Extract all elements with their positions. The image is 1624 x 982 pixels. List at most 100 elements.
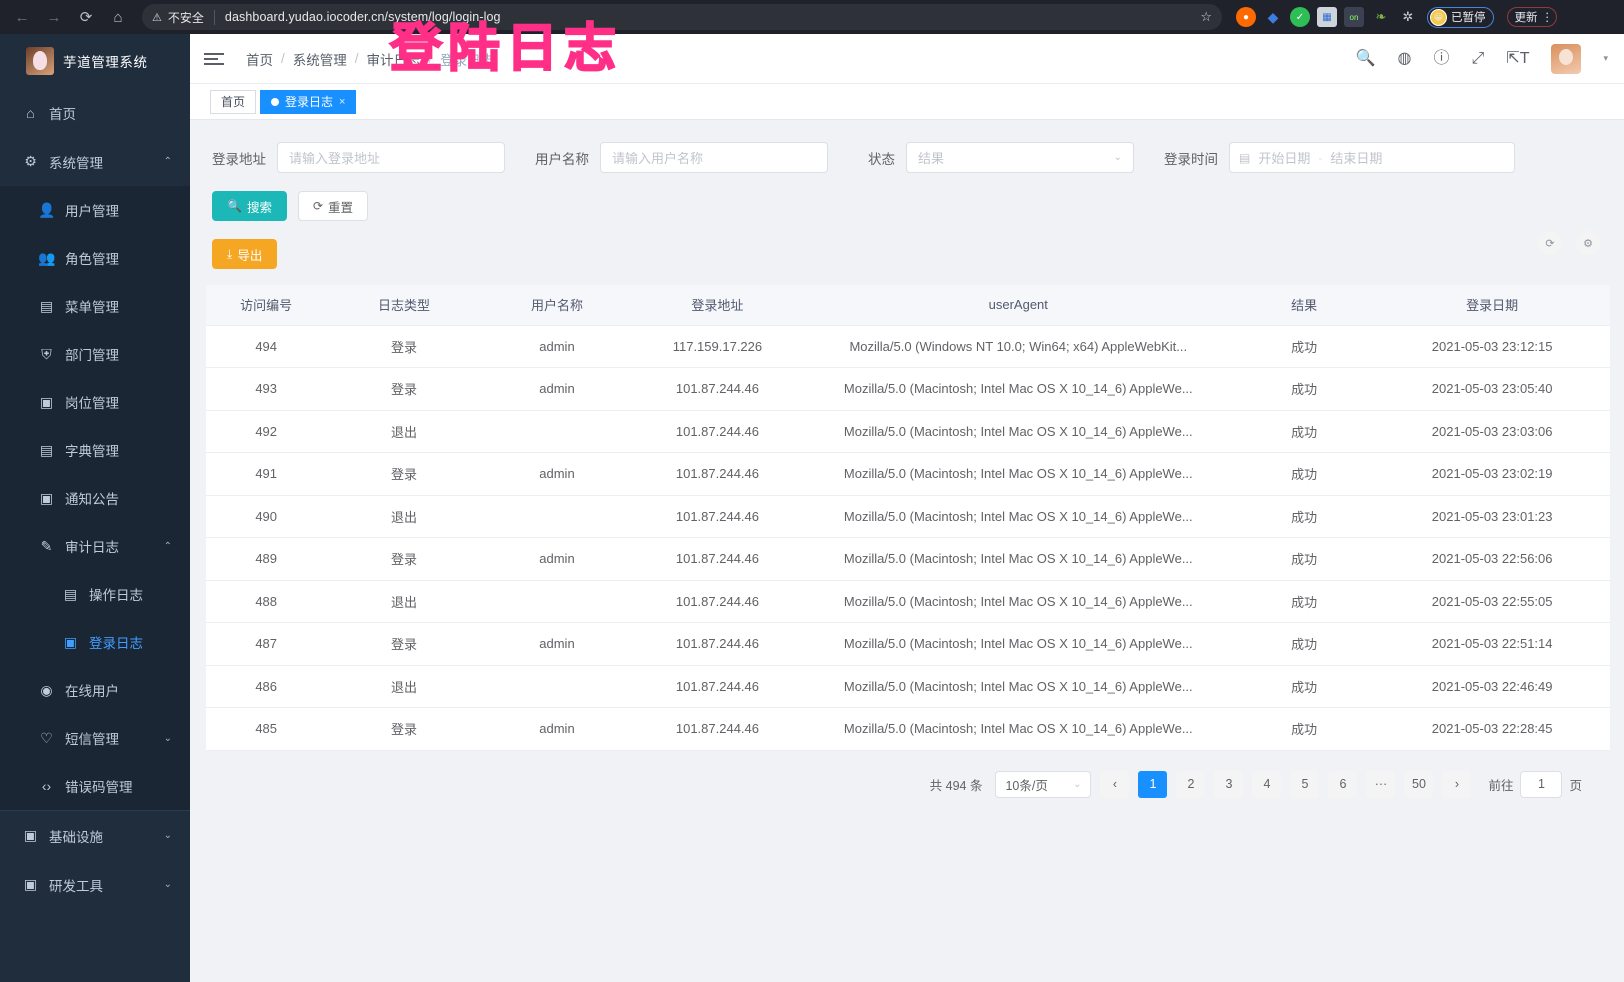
extension-icon-on-badge[interactable]: on	[1344, 7, 1364, 27]
column-header-id[interactable]: 访问编号	[206, 285, 327, 326]
table-row[interactable]: 489 登录 admin 101.87.244.46 Mozilla/5.0 (…	[206, 537, 1610, 581]
status-select[interactable]: 结果 ⌄	[906, 142, 1134, 173]
table-row[interactable]: 485 登录 admin 101.87.244.46 Mozilla/5.0 (…	[206, 707, 1610, 751]
close-icon[interactable]: ×	[339, 95, 346, 108]
jump-suffix-label: 页	[1569, 778, 1582, 793]
export-button[interactable]: ⤓ 导出	[212, 239, 278, 269]
extension-icon-leaf[interactable]: ❧	[1375, 9, 1387, 24]
column-header-date[interactable]: 登录日期	[1374, 285, 1610, 326]
table-row[interactable]: 491 登录 admin 101.87.244.46 Mozilla/5.0 (…	[206, 452, 1610, 496]
sidebar-item-post-mgmt[interactable]: ▣ 岗位管理	[0, 378, 190, 426]
github-icon[interactable]: ◍	[1397, 49, 1412, 67]
start-date-input[interactable]: 开始日期	[1258, 151, 1311, 166]
column-header-type[interactable]: 日志类型	[326, 285, 482, 326]
table-row[interactable]: 486 退出 101.87.244.46 Mozilla/5.0 (Macint…	[206, 665, 1610, 708]
login-addr-input[interactable]: 请输入登录地址	[277, 142, 505, 173]
sidebar-item-audit-log[interactable]: ✎ 审计日志 ⌃	[0, 522, 190, 570]
update-button[interactable]: 更新 ⋮	[1506, 7, 1557, 27]
pagination-page-1[interactable]: 1	[1138, 770, 1168, 798]
sidebar-item-menu-mgmt[interactable]: ▤ 菜单管理	[0, 282, 190, 330]
help-icon[interactable]: ⓘ	[1433, 49, 1450, 67]
chrome-menu-icon[interactable]: ⋮	[1541, 12, 1553, 24]
reset-button[interactable]: ⟳ 重置	[297, 191, 369, 221]
cell-result: 成功	[1233, 707, 1375, 751]
pagination-page-5[interactable]: 5	[1290, 770, 1320, 798]
pagination-next[interactable]: ›	[1442, 770, 1472, 798]
breadcrumb-item-home[interactable]: 首页	[246, 52, 273, 68]
reload-icon[interactable]: ⟳	[79, 9, 93, 26]
login-time-range-picker[interactable]: ▤ 开始日期 - 结束日期	[1229, 142, 1515, 173]
tab-label: 首页	[221, 95, 246, 109]
sidebar-item-role-mgmt[interactable]: 👥 角色管理	[0, 234, 190, 282]
forward-icon[interactable]: →	[46, 8, 62, 26]
address-bar[interactable]: ⚠ 不安全 dashboard.yudao.iocoder.cn/system/…	[142, 4, 1222, 30]
chevron-up-icon[interactable]: ⌃	[163, 540, 172, 552]
sidebar-item-online-user[interactable]: ◉ 在线用户	[0, 666, 190, 714]
tab-home[interactable]: 首页	[210, 89, 257, 114]
chevron-up-icon[interactable]: ⌃	[163, 156, 172, 167]
table-row[interactable]: 488 退出 101.87.244.46 Mozilla/5.0 (Macint…	[206, 580, 1610, 623]
chevron-down-icon[interactable]: ⌄	[163, 830, 172, 841]
extension-icon-orange[interactable]: ●	[1236, 7, 1256, 27]
column-header-user[interactable]: 用户名称	[481, 285, 633, 326]
breadcrumb-item-system[interactable]: 系统管理	[292, 52, 347, 68]
sidebar-item-error-code[interactable]: ‹› 错误码管理	[0, 762, 190, 810]
sidebar-item-operation-log[interactable]: ▤ 操作日志	[0, 570, 190, 618]
sidebar-item-user-mgmt[interactable]: 👤 用户管理	[0, 186, 190, 234]
pagination-prev[interactable]: ‹	[1100, 770, 1130, 798]
extension-icon-green[interactable]: ✓	[1290, 7, 1310, 27]
table-row[interactable]: 490 退出 101.87.244.46 Mozilla/5.0 (Macint…	[206, 495, 1610, 538]
extension-icon-blue-dot[interactable]: ▦	[1317, 7, 1337, 27]
table-row[interactable]: 493 登录 admin 101.87.244.46 Mozilla/5.0 (…	[206, 367, 1610, 411]
paused-badge[interactable]: 😀 已暂停	[1427, 6, 1494, 28]
fullscreen-icon[interactable]: ⤢	[1471, 49, 1485, 67]
cell-result: 成功	[1233, 410, 1375, 453]
home-icon[interactable]: ⌂	[113, 8, 123, 26]
pagination-ellipsis[interactable]: ···	[1366, 770, 1396, 798]
end-date-input[interactable]: 结束日期	[1330, 151, 1383, 166]
jump-page-input[interactable]: 1	[1520, 770, 1563, 798]
sidebar-item-dev-tools[interactable]: ▣ 研发工具 ⌄	[0, 860, 190, 909]
sidebar-item-home[interactable]: ⌂ 首页	[0, 88, 190, 137]
page-size-select[interactable]: 10条/页 ⌄	[995, 770, 1092, 798]
cell-id: 485	[206, 707, 327, 751]
sidebar-item-notice[interactable]: ▣ 通知公告	[0, 474, 190, 522]
sidebar-logo[interactable]: 芋道管理系统	[0, 34, 190, 88]
chevron-down-icon[interactable]: ⌄	[163, 879, 172, 890]
bookmark-star-icon[interactable]: ☆	[1200, 9, 1212, 24]
pagination-page-2[interactable]: 2	[1176, 770, 1206, 798]
table-row[interactable]: 492 退出 101.87.244.46 Mozilla/5.0 (Macint…	[206, 410, 1610, 453]
search-icon: 🔍	[227, 199, 242, 213]
pagination-page-6[interactable]: 6	[1328, 770, 1358, 798]
username-input[interactable]: 请输入用户名称	[600, 142, 828, 173]
search-icon[interactable]: 🔍	[1355, 49, 1376, 67]
search-button[interactable]: 🔍 搜索	[212, 191, 287, 221]
column-header-addr[interactable]: 登录地址	[632, 285, 803, 326]
sidebar-item-label: 操作日志	[89, 588, 143, 603]
refresh-icon[interactable]: ⟳	[1538, 231, 1562, 255]
extension-icon-puzzle[interactable]: ✲	[1402, 9, 1414, 24]
font-size-icon[interactable]: ⇱T	[1506, 49, 1530, 67]
sidebar-item-infra[interactable]: ▣ 基础设施 ⌄	[0, 811, 190, 860]
column-header-result[interactable]: 结果	[1233, 285, 1375, 326]
chevron-down-icon[interactable]: ⌄	[163, 732, 172, 744]
back-icon[interactable]: ←	[14, 8, 30, 26]
sidebar-item-sms-mgmt[interactable]: ♡ 短信管理 ⌄	[0, 714, 190, 762]
breadcrumb-item-audit[interactable]: 审计日志	[366, 52, 421, 68]
avatar[interactable]	[1551, 43, 1582, 74]
column-header-ua[interactable]: userAgent	[802, 285, 1234, 326]
sidebar-item-login-log[interactable]: ▣ 登录日志	[0, 618, 190, 666]
pagination-page-last[interactable]: 50	[1404, 770, 1434, 798]
table-row[interactable]: 487 登录 admin 101.87.244.46 Mozilla/5.0 (…	[206, 622, 1610, 666]
sidebar-toggle-icon[interactable]	[204, 52, 224, 65]
extension-icon-diamond[interactable]: ◆	[1267, 8, 1279, 25]
sidebar-item-system[interactable]: ⚙ 系统管理 ⌃	[0, 137, 190, 186]
sidebar-item-dept-mgmt[interactable]: ⛨ 部门管理	[0, 330, 190, 378]
table-row[interactable]: 494 登录 admin 117.159.17.226 Mozilla/5.0 …	[206, 325, 1610, 368]
pagination-page-4[interactable]: 4	[1252, 770, 1282, 798]
chevron-down-icon[interactable]: ▾	[1603, 53, 1608, 63]
sidebar-item-dict-mgmt[interactable]: ▤ 字典管理	[0, 426, 190, 474]
tab-login-log[interactable]: 登录日志 ×	[260, 89, 357, 114]
column-settings-icon[interactable]: ⚙	[1576, 231, 1600, 255]
pagination-page-3[interactable]: 3	[1214, 770, 1244, 798]
